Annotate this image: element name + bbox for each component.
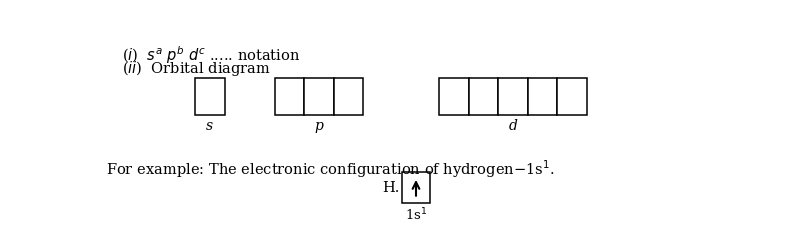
Text: p: p	[314, 119, 324, 133]
Text: For example: The electronic configuration of hydrogen$-$1s$^{1}$.: For example: The electronic configuratio…	[106, 158, 555, 180]
Bar	[439, 78, 468, 115]
Text: d: d	[509, 119, 517, 133]
Bar	[402, 172, 430, 203]
Text: H.: H.	[382, 181, 400, 195]
Bar	[498, 78, 527, 115]
Bar	[557, 78, 586, 115]
Bar	[468, 78, 498, 115]
Bar	[334, 78, 363, 115]
Text: s: s	[206, 119, 214, 133]
Bar	[527, 78, 557, 115]
Bar	[275, 78, 304, 115]
Text: 1s$^{1}$: 1s$^{1}$	[405, 207, 427, 224]
Text: ($i$)  $s^{a}$ $p^{b}$ $d^{c}$ ..... notation: ($i$) $s^{a}$ $p^{b}$ $d^{c}$ ..... nota…	[122, 44, 300, 66]
Bar	[195, 78, 225, 115]
Bar	[304, 78, 334, 115]
Text: ($ii$)  Orbital diagram: ($ii$) Orbital diagram	[122, 59, 270, 78]
